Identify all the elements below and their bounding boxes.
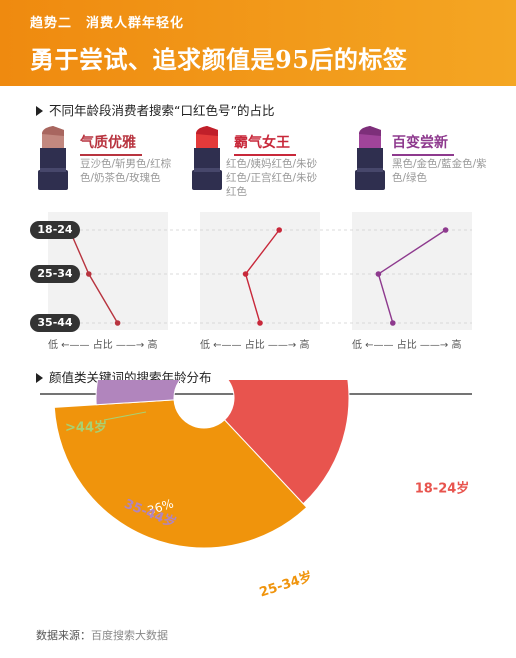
pie-leader-line [103,411,147,421]
pie-category-label: >44岁 [65,420,107,436]
data-point [390,320,396,326]
data-source: 数据来源：百度搜索大数据 [36,627,168,643]
section-heading-lipstick: 不同年龄段消费者搜索“口红色号”的占比 [36,100,274,119]
triangle-bullet-icon [36,105,43,116]
pie-slice-1 [223,380,350,505]
source-text: 百度搜索大数据 [91,629,168,642]
axis-caption-novel: 低 ←—— 占比 ——→ 高 [352,340,462,351]
lipstick-icon-queen [192,126,222,190]
line-charts [66,227,472,326]
line-series-3 [375,227,449,326]
age-label-35-44: 35-44 [30,314,80,332]
axis-caption-elegant: 低 ←—— 占比 ——→ 高 [48,340,158,351]
pie-category-label: 25-34岁 [257,568,314,600]
data-point [114,320,121,326]
lipstick-title-novel: 百变尝新 [392,132,454,156]
pie-category-label: 18-24岁 [415,481,470,497]
lipstick-icon-novel [355,126,385,190]
line-series-2 [242,227,283,326]
banner-subtitle: 趋势二 消费人群年轻化 [30,16,185,31]
line-panel-queen [200,212,320,330]
section-heading-text: 不同年龄段消费者搜索“口红色号”的占比 [49,103,275,118]
axis-caption-queen: 低 ←—— 占比 ——→ 高 [200,340,310,351]
lipstick-icon-elegant [38,126,68,190]
pie-slice-3 [95,380,181,406]
data-point [242,271,249,277]
age-label-25-34: 25-34 [30,265,80,283]
data-point [86,271,92,277]
lipstick-title-queen: 霸气女王 [234,132,296,156]
pie-slice-2 [53,399,308,549]
age-label-18-24: 18-24 [30,221,80,239]
triangle-bullet-icon [36,372,43,383]
source-label: 数据来源： [36,629,91,642]
lipstick-colors-novel: 黑色/金色/藍金色/紫色/绿色 [392,158,487,184]
header-banner: 趋势二 消费人群年轻化 勇于尝试、追求颜值是95后的标签 [0,0,516,86]
lipstick-colors-elegant: 豆沙色/斩男色/红棕色/奶茶色/玫瑰色 [80,158,172,184]
line-panel-novel [352,212,472,330]
lipstick-title-elegant: 气质优雅 [80,132,142,156]
series-line [244,229,280,324]
banner-title: 勇于尝试、追求颜值是95后的标签 [30,45,408,74]
series-line [377,229,446,324]
data-point [442,227,449,233]
data-point [375,271,382,277]
data-point [257,320,263,326]
lipstick-colors-queen: 红色/姨妈红色/朱砂红色/正宫红色/朱砂红色 [226,158,318,198]
data-point [276,227,283,233]
